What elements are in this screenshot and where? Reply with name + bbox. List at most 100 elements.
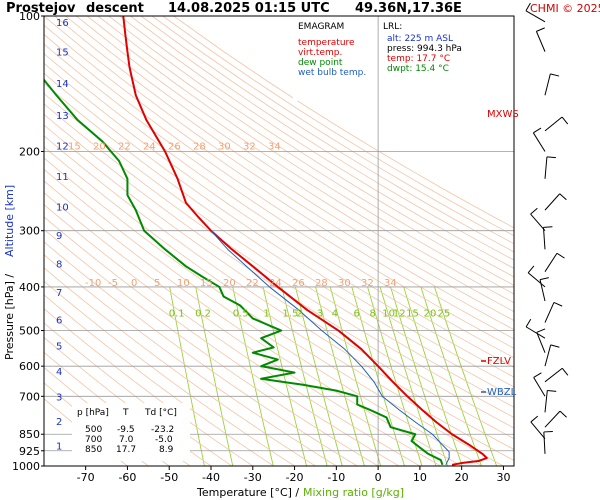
lrl-dwpt: dwpt: 15.4 °C — [387, 64, 449, 74]
legend-background — [293, 17, 377, 101]
level-table-background — [72, 403, 190, 461]
level-markers: MXWS FZLV WBZL — [481, 109, 519, 398]
wind-barb-flag — [533, 127, 542, 134]
y-tick-label: 925 — [19, 445, 40, 458]
dry-adiabat-label: 22 — [246, 278, 259, 289]
table-cell-t: 7.0 — [119, 435, 134, 445]
dry-adiabat-label: 15 — [200, 278, 213, 289]
table-cell-t: 17.7 — [116, 445, 136, 455]
table-header-td: Td [°C] — [144, 408, 177, 418]
mixing-ratio-label: 1 — [263, 308, 269, 319]
x-tick-label: 10 — [413, 471, 427, 484]
wind-barb-flag — [539, 277, 549, 281]
dry-adiabat-label: 5 — [154, 278, 160, 289]
wind-barb-staff — [544, 156, 548, 179]
plot-frame — [43, 15, 515, 467]
altitude-tick-label: 12 — [56, 142, 69, 153]
x-axis-label: Temperature [°C] / — [196, 486, 299, 499]
table-cell-td: -5.0 — [155, 435, 173, 445]
dry-adiabat-label: 0 — [131, 278, 137, 289]
wind-barb-flag — [525, 2, 531, 12]
wind-barb-staff — [532, 132, 546, 152]
y-tick-label: 300 — [19, 225, 40, 238]
dry-adiabat-label: 20 — [223, 278, 236, 289]
dry-adiabat-label: 15 — [68, 141, 81, 152]
dry-adiabat-label: 28 — [193, 141, 206, 152]
plot-area: -70 -60 -50 -40 -30 -20 -10 0 10 20 30100200300400… — [12, 10, 515, 484]
altitude-tick-label: 8 — [56, 260, 62, 271]
wind-barb-flag — [561, 116, 569, 125]
x-tick-label: 20 — [455, 471, 469, 484]
fzlv-label: FZLV — [487, 356, 511, 367]
mixing-ratio-label: 0.1 — [169, 308, 185, 319]
x-tick-label: -40 — [202, 471, 220, 484]
legend-virt-temp: virt.temp. — [298, 48, 342, 58]
wind-barb-staff — [527, 272, 546, 288]
mixing-ratio-label: 3 — [317, 308, 323, 319]
dry-adiabat-label: 32 — [243, 141, 256, 152]
wind-barb-staff — [536, 332, 546, 353]
wind-barb-staff — [544, 302, 555, 323]
wind-barb-flag — [559, 193, 567, 201]
altitude-tick-label: 3 — [56, 392, 62, 403]
dry-adiabat-line — [173, 16, 514, 229]
dry-adiabat-line — [44, 24, 514, 340]
mixing-ratio-label: 1.5 — [282, 308, 298, 319]
wind-barb-flag — [530, 415, 539, 423]
altitude-tick-label: 5 — [56, 342, 62, 353]
wind-barb-staff — [533, 377, 546, 397]
y-axis-label-group: Pressure [hPa] / Altitude [km] — [3, 185, 16, 360]
altitude-tick-label: 6 — [56, 315, 62, 326]
legend-wet-bulb: wet bulb temp. — [298, 68, 366, 78]
mixing-ratio-label: 6 — [353, 308, 359, 319]
mixing-ratio-label: 20 — [424, 308, 437, 319]
altitude-tick-label: 7 — [56, 288, 62, 299]
dry-adiabat-line — [151, 16, 514, 245]
wind-barb-staff — [525, 326, 546, 339]
wind-barb-staff — [544, 116, 563, 132]
altitude-tick-label: 14 — [56, 79, 69, 90]
dry-adiabat-label: 20 — [93, 141, 106, 152]
mixing-ratio-label: 12 — [393, 308, 406, 319]
series-line — [44, 78, 444, 466]
wind-barb-flag — [561, 367, 569, 376]
dry-adiabat-line — [44, 82, 514, 398]
table-cell-td: 8.9 — [159, 445, 174, 455]
mixing-ratio-label: 0.2 — [195, 308, 211, 319]
level-table: p [hPa] T Td [°C] 500 -9.5 -23.2 700 7.0… — [72, 403, 190, 461]
x-tick-label: -20 — [286, 471, 304, 484]
lrl-box: LRL: alt: 225 m ASL press: 994.3 hPa tem… — [380, 17, 473, 77]
dry-adiabat-label: -5 — [108, 278, 118, 289]
altitude-tick-label: 16 — [56, 18, 69, 29]
dry-adiabat-line — [44, 43, 514, 359]
wind-barb-flag — [543, 226, 553, 228]
dry-adiabat-label: 24 — [269, 278, 282, 289]
dry-adiabat-line — [76, 16, 514, 304]
chart-title-mode: descent — [86, 1, 144, 16]
dry-adiabat-line — [44, 53, 514, 368]
dry-adiabat-label: 26 — [168, 141, 181, 152]
y-tick-label: 400 — [19, 281, 40, 294]
wind-barb-flag — [530, 207, 538, 215]
axis-ticks: -70 -60 -50 -40 -30 -20 -10 0 10 20 30100200300400… — [12, 10, 510, 484]
profile-lines — [44, 16, 488, 466]
series-line — [210, 230, 450, 466]
wind-barb-flag — [546, 156, 556, 159]
wind-barb-staff — [544, 252, 558, 272]
dry-adiabat-line — [44, 146, 514, 461]
table-header-p: p [hPa] — [77, 408, 109, 418]
mixing-ratio-label: 2 — [296, 308, 302, 319]
dry-adiabat-line — [44, 33, 514, 349]
altitude-tick-label: 9 — [56, 231, 62, 242]
altitude-tick-label: 10 — [56, 202, 69, 213]
lrl-temp: temp: 17.7 °C — [387, 54, 450, 64]
mixing-ratio-label: 4 — [332, 308, 338, 319]
altitude-tick-label: 13 — [56, 111, 69, 122]
wind-barb-staff — [535, 31, 546, 52]
dry-adiabat-label: 32 — [361, 278, 374, 289]
dry-adiabat-line — [65, 16, 514, 313]
chart-title-position: 49.36N,17.36E — [355, 1, 462, 16]
dry-adiabat-line — [86, 16, 514, 295]
wind-barb-staff — [530, 421, 546, 440]
